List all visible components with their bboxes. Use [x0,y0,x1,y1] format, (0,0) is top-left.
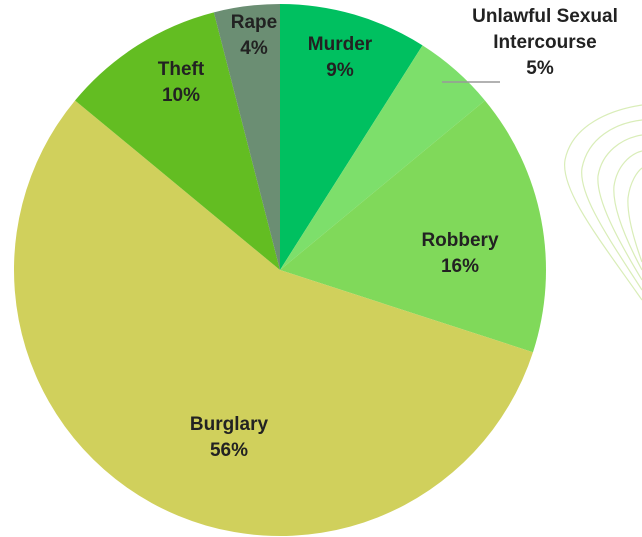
pie-slice-theft [75,12,280,271]
decorative-curves [564,104,642,301]
slice-category-label: Murder [308,34,373,55]
slice-value-label: 9% [326,60,354,81]
pie-slice-robbery [280,100,546,353]
slice-label-theft: Theft 10% [158,59,205,106]
slice-category-label: Rape [231,12,277,33]
slice-value-label: 10% [162,85,200,106]
slice-label-burglary: Burglary 56% [190,414,269,461]
slice-category-label: Intercourse [493,32,596,53]
slice-value-label: 4% [240,38,268,59]
slice-label-robbery: Robbery 16% [421,230,499,277]
slice-category-label: Unlawful Sexual [472,6,618,27]
slice-category-label: Theft [158,59,205,80]
pie-slice-unlawful-sexual-intercourse [280,45,485,270]
slice-label-unlawful-sexual-intercourse: Unlawful Sexual Intercourse 5% [472,6,618,79]
pie-slice-burglary [13,100,533,537]
slice-value-label: 56% [210,440,248,461]
slice-labels: Murder 9% Unlawful Sexual Intercourse 5% Robb… [158,6,618,461]
slice-category-label: Robbery [421,230,499,251]
slice-value-label: 5% [526,58,554,79]
slice-label-murder: Murder 9% [308,34,373,81]
pie-slice-rape [213,4,280,270]
slice-label-rape: Rape 4% [231,12,277,59]
pie-slice-murder [280,4,423,270]
slice-value-label: 16% [441,256,479,277]
slice-category-label: Burglary [190,414,269,435]
pie-slices [13,4,546,537]
